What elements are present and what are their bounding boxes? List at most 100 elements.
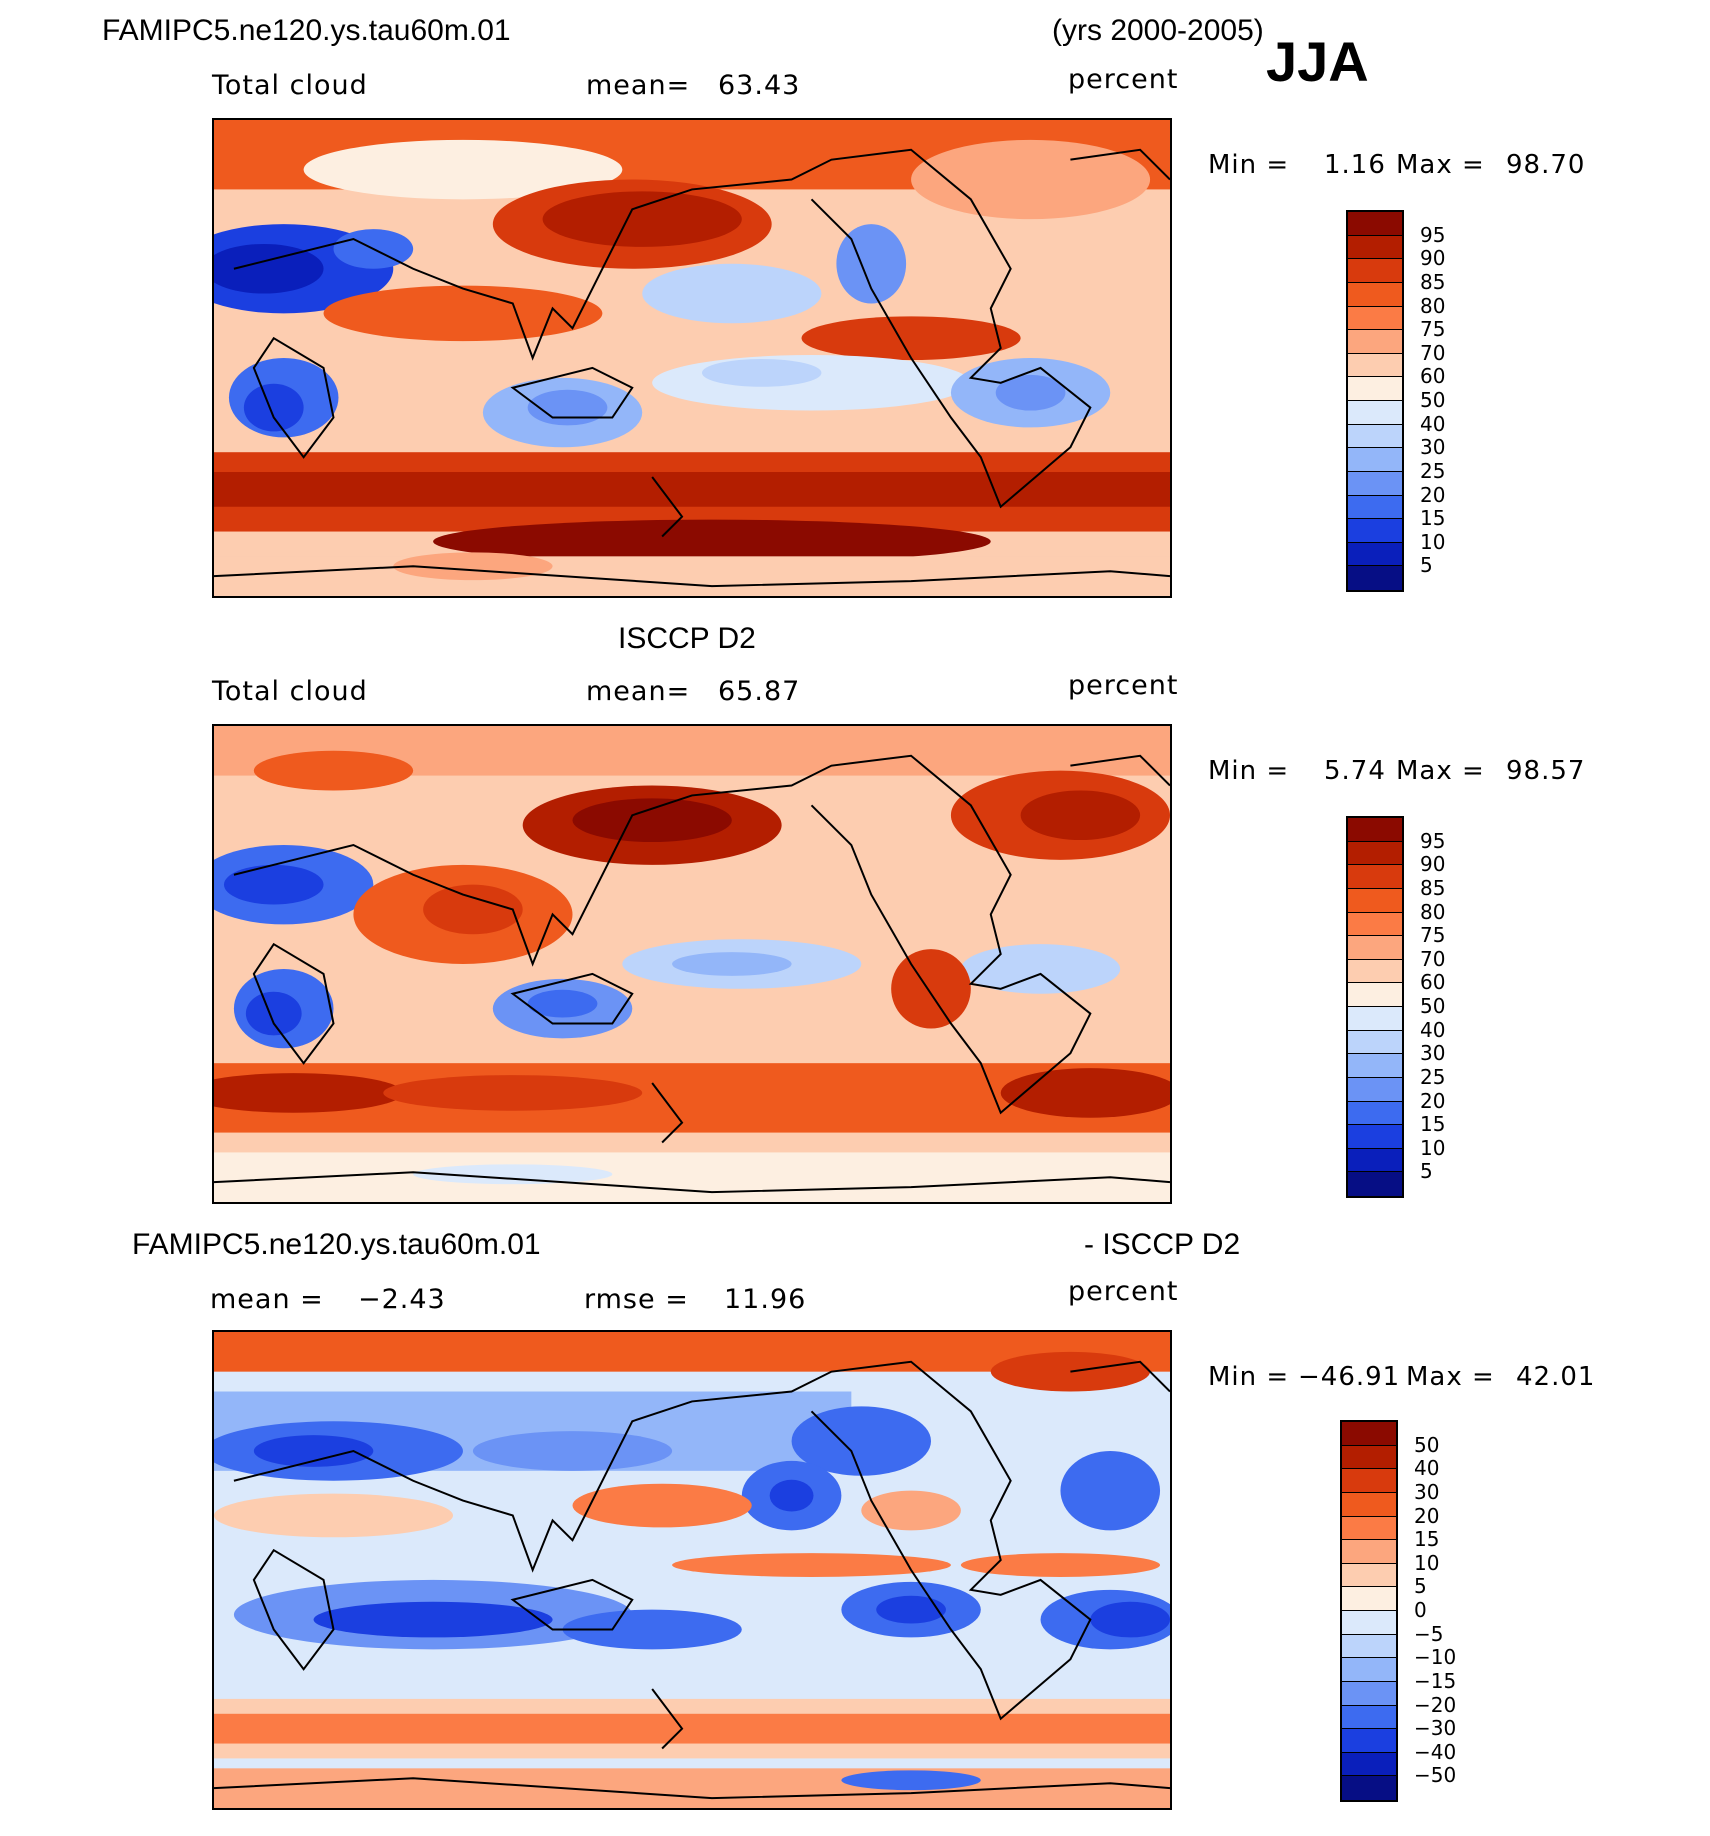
panel1-colorbar	[1346, 210, 1404, 592]
panel3-colorbar-swatch	[1342, 1492, 1396, 1517]
panel3-rmse-value: 11.96	[724, 1284, 807, 1315]
panel3-colorbar-swatch	[1342, 1540, 1396, 1564]
panel3-colorbar-swatch	[1342, 1729, 1396, 1753]
panel1-model-map	[212, 118, 1172, 598]
panel2-colorbar-label: 60	[1420, 970, 1446, 995]
panel1-colorbar-label: 15	[1420, 506, 1446, 531]
panel3-colorbar-label: 15	[1414, 1527, 1440, 1552]
panel1-contour-field	[214, 120, 1170, 596]
panel3-title-right: - ISCCP D2	[1084, 1228, 1241, 1261]
panel2-colorbar-label: 15	[1420, 1112, 1446, 1137]
panel3-max-value: 42.01	[1516, 1362, 1596, 1392]
panel2-contour-field	[214, 726, 1170, 1202]
panel2-colorbar-swatch	[1348, 865, 1402, 889]
panel1-colorbar-label: 60	[1420, 364, 1446, 389]
panel1-colorbar-swatch	[1348, 353, 1402, 378]
panel2-colorbar-label: 30	[1420, 1041, 1446, 1066]
panel1-colorbar-swatch	[1348, 401, 1402, 425]
panel1-colorbar-label: 40	[1420, 411, 1446, 436]
panel2-observed-map	[212, 724, 1172, 1204]
panel2-colorbar-label: 75	[1420, 923, 1446, 948]
panel1-colorbar-swatch	[1348, 566, 1402, 590]
panel2-max-label: Max =	[1396, 756, 1485, 786]
panel1-max-value: 98.70	[1506, 150, 1586, 180]
panel3-colorbar-swatch	[1342, 1705, 1396, 1730]
panel1-colorbar-swatch	[1348, 448, 1402, 472]
panel1-colorbar-swatch	[1348, 377, 1402, 401]
panel3-colorbar-label: 40	[1414, 1456, 1440, 1481]
panel3-colorbar-label: 30	[1414, 1479, 1440, 1504]
panel2-colorbar-label: 50	[1420, 994, 1446, 1018]
panel3-colorbar-swatch	[1342, 1469, 1396, 1493]
panel2-colorbar-label: 40	[1420, 1017, 1446, 1042]
panel2-colorbar-swatch	[1348, 983, 1402, 1007]
panel2-colorbar-swatch	[1348, 1077, 1402, 1102]
panel3-colorbar-swatch	[1342, 1587, 1396, 1611]
panel2-colorbar-label: 95	[1420, 828, 1446, 853]
panel2-colorbar-swatch	[1348, 936, 1402, 960]
panel3-difference-map	[212, 1330, 1172, 1810]
panel3-colorbar-swatch	[1342, 1422, 1396, 1446]
panel2-units: percent	[1068, 670, 1179, 701]
panel2-colorbar-label: 85	[1420, 875, 1446, 900]
panel3-colorbar-label: −5	[1414, 1621, 1444, 1646]
panel3-colorbar-label: 10	[1414, 1550, 1440, 1575]
panel1-colorbar-label: 25	[1420, 458, 1446, 483]
panel1-colorbar-label: 5	[1420, 553, 1433, 578]
panel2-colorbar-swatch	[1348, 1172, 1402, 1196]
panel1-colorbar-label: 80	[1420, 293, 1446, 318]
panel3-max-label: Max =	[1406, 1362, 1495, 1392]
panel3-colorbar	[1340, 1420, 1398, 1802]
panel2-colorbar-label: 90	[1420, 852, 1446, 877]
panel1-colorbar-swatch	[1348, 471, 1402, 496]
panel1-colorbar-swatch	[1348, 212, 1402, 236]
panel3-colorbar-label: −20	[1414, 1692, 1457, 1717]
panel2-colorbar-swatch	[1348, 1148, 1402, 1173]
panel2-mean-value: 65.87	[718, 676, 801, 707]
panel1-mean-label: mean=	[586, 70, 691, 101]
panel3-colorbar-swatch	[1342, 1752, 1396, 1777]
panel1-colorbar-swatch	[1348, 542, 1402, 567]
panel3-colorbar-label: −40	[1414, 1739, 1457, 1764]
panel2-colorbar-swatch	[1348, 959, 1402, 984]
panel3-colorbar-label: 20	[1414, 1503, 1440, 1528]
panel3-min-value: −46.91	[1298, 1362, 1401, 1392]
panel3-colorbar-label: 50	[1414, 1432, 1440, 1457]
panel3-colorbar-label: −30	[1414, 1716, 1457, 1741]
panel2-colorbar-swatch	[1348, 1125, 1402, 1149]
panel2-colorbar-swatch	[1348, 1054, 1402, 1078]
panel1-colorbar-label: 85	[1420, 269, 1446, 294]
panel1-colorbar-label: 95	[1420, 222, 1446, 247]
panel2-colorbar-swatch	[1348, 912, 1402, 937]
panel1-colorbar-label: 75	[1420, 317, 1446, 342]
panel2-colorbar-label: 70	[1420, 946, 1446, 971]
panel3-colorbar-swatch	[1342, 1611, 1396, 1635]
panel3-units: percent	[1068, 1276, 1179, 1307]
panel1-max-label: Max =	[1396, 150, 1485, 180]
panel3-colorbar-swatch	[1342, 1658, 1396, 1682]
panel1-min-label: Min =	[1208, 150, 1290, 180]
panel3-colorbar-swatch	[1342, 1681, 1396, 1706]
panel2-colorbar-label: 20	[1420, 1088, 1446, 1113]
panel3-contour-field	[214, 1332, 1170, 1808]
panel3-mean-value: −2.43	[358, 1284, 446, 1315]
panel2-colorbar-swatch	[1348, 818, 1402, 842]
panel1-colorbar-label: 90	[1420, 246, 1446, 271]
panel2-mean-label: mean=	[586, 676, 691, 707]
panel3-colorbar-swatch	[1342, 1634, 1396, 1659]
panel1-mean-value: 63.43	[718, 70, 801, 101]
panel1-colorbar-swatch	[1348, 259, 1402, 283]
panel2-colorbar-swatch	[1348, 1007, 1402, 1031]
panel1-colorbar-label: 20	[1420, 482, 1446, 507]
panel3-colorbar-label: −50	[1414, 1763, 1457, 1788]
panel2-colorbar-swatch	[1348, 1101, 1402, 1126]
panel2-max-value: 98.57	[1506, 756, 1586, 786]
panel2-min-label: Min =	[1208, 756, 1290, 786]
panel3-colorbar-swatch	[1342, 1445, 1396, 1470]
panel1-colorbar-swatch	[1348, 306, 1402, 331]
panel2-colorbar-label: 25	[1420, 1064, 1446, 1089]
panel3-colorbar-swatch	[1342, 1563, 1396, 1588]
panel1-colorbar-label: 50	[1420, 388, 1446, 412]
panel1-colorbar-swatch	[1348, 330, 1402, 354]
panel1-colorbar-label: 30	[1420, 435, 1446, 460]
